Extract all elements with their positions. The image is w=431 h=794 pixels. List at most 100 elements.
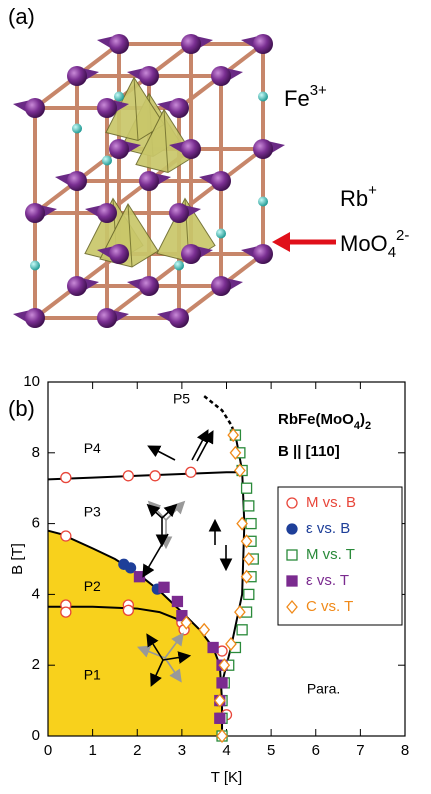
fe-ion	[181, 34, 201, 54]
x-tick-label: 5	[267, 742, 275, 759]
region-label: P3	[84, 504, 101, 520]
fe-ion	[97, 98, 117, 118]
data-point	[61, 531, 71, 541]
fe-ion	[169, 203, 189, 223]
data-point	[237, 625, 247, 635]
legend-label: C vs. T	[306, 598, 353, 615]
fe-ion	[109, 244, 129, 264]
title-part: 2	[365, 420, 371, 432]
fe-ion	[139, 171, 159, 191]
x-tick-label: 2	[133, 742, 141, 759]
region-label: P2	[84, 578, 101, 594]
rb-ion	[114, 92, 124, 102]
ion-charge: 3+	[310, 82, 327, 99]
fe-ion	[253, 139, 273, 159]
y-tick-label: 4	[32, 585, 40, 602]
fe-ion	[67, 171, 87, 191]
data-point	[242, 483, 252, 493]
region-label: P5	[173, 390, 190, 406]
region-label: P1	[84, 667, 101, 683]
fe-ion	[97, 308, 117, 328]
ion-charge: +	[368, 182, 377, 199]
y-tick-label: 0	[32, 727, 40, 744]
ion-name: MoO	[340, 231, 388, 256]
fe-ion	[139, 66, 159, 86]
phase-fill	[48, 531, 222, 736]
fe-ion	[211, 66, 231, 86]
fe-ion	[97, 203, 117, 223]
x-axis-label: T [K]	[211, 769, 242, 786]
data-point	[244, 589, 254, 599]
spin-arrow	[150, 447, 175, 460]
data-point	[134, 572, 144, 582]
legend-marker	[287, 576, 297, 586]
legend-label: M vs. T	[306, 546, 355, 563]
panel-label: (a)	[8, 4, 35, 29]
rb-ion	[72, 124, 82, 134]
data-point	[159, 582, 169, 592]
legend-marker	[287, 524, 297, 534]
ion-charge: 2-	[396, 227, 409, 244]
legend-marker	[287, 498, 297, 508]
chart-title: RbFe(MoO4)2	[278, 411, 371, 432]
fe-ion	[253, 34, 273, 54]
y-tick-label: 10	[23, 373, 40, 390]
data-point	[208, 643, 218, 653]
data-point	[123, 471, 133, 481]
fe-ion	[253, 244, 273, 264]
data-point	[244, 501, 254, 511]
pointer-arrow-head	[272, 232, 290, 252]
fe-ion	[211, 276, 231, 296]
legend-label: ε vs. B	[306, 520, 350, 537]
data-point	[123, 605, 133, 615]
x-tick-label: 3	[178, 742, 186, 759]
x-tick-label: 0	[44, 742, 52, 759]
phase-boundary	[48, 472, 240, 479]
panel-label: (b)	[8, 396, 35, 421]
y-tick-label: 6	[32, 515, 40, 532]
rb-ion	[30, 261, 40, 271]
fe-ion	[25, 203, 45, 223]
region-label: Para.	[307, 681, 340, 697]
legend-label: M vs. B	[306, 494, 356, 511]
legend-label: ε vs. T	[306, 572, 349, 589]
fe-ion	[169, 98, 189, 118]
data-point	[186, 467, 196, 477]
fe-ion	[67, 276, 87, 296]
y-axis-label: B [T]	[9, 543, 26, 575]
fe-ion	[67, 66, 87, 86]
phase-boundary	[204, 396, 235, 435]
title-part: RbFe(MoO	[278, 411, 354, 428]
rb-ion	[258, 197, 268, 207]
x-tick-label: 8	[401, 742, 409, 759]
rb-ion	[174, 261, 184, 271]
data-point	[61, 607, 71, 617]
fe-ion	[25, 308, 45, 328]
y-tick-label: 2	[32, 656, 40, 673]
fe-ion	[109, 34, 129, 54]
fe-ion	[181, 244, 201, 264]
fe-ion	[25, 98, 45, 118]
fe-ion	[211, 171, 231, 191]
x-tick-label: 4	[222, 742, 230, 759]
ion-sub: 4	[388, 244, 396, 261]
data-point	[61, 473, 71, 483]
y-tick-label: 8	[32, 444, 40, 461]
x-tick-label: 7	[356, 742, 364, 759]
fe-ion	[169, 308, 189, 328]
data-point	[172, 596, 182, 606]
rb-ion	[216, 229, 226, 239]
x-tick-label: 1	[88, 742, 96, 759]
rb-ion	[258, 92, 268, 102]
ion-label: Rb+	[340, 182, 377, 211]
fe-ion	[109, 139, 129, 159]
data-point	[150, 471, 160, 481]
rb-ion	[102, 156, 112, 166]
phase-diagram: (b)0123456780246810T [K]B [T]P1P2P3P4P5P…	[8, 373, 409, 786]
ion-label: Fe3+	[284, 82, 327, 111]
crystal-structure	[13, 34, 285, 328]
data-point	[217, 678, 227, 688]
figure: (a) Fe3+ Rb+ MoO42- (b)0123456780246810T…	[0, 0, 431, 794]
ion-name: Rb	[340, 186, 368, 211]
ion-name: Fe	[284, 86, 310, 111]
